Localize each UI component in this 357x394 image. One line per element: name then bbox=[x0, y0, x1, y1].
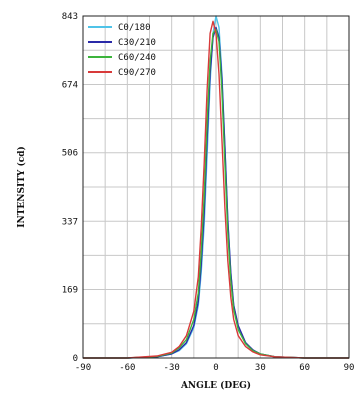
y-axis-label: INTENSITY (cd) bbox=[16, 146, 27, 227]
x-tick-label: -90 bbox=[75, 363, 91, 373]
x-tick-label: 90 bbox=[344, 363, 355, 373]
plot-frame bbox=[82, 15, 350, 359]
legend-label: C90/270 bbox=[118, 68, 156, 78]
x-tick-labels: -90 -60 -30 0 30 60 90 bbox=[75, 363, 355, 373]
legend-label: C0/180 bbox=[118, 23, 151, 33]
x-tick-label: 0 bbox=[213, 363, 218, 373]
x-tick-label: -30 bbox=[164, 363, 180, 373]
x-axis-label: ANGLE (DEG) bbox=[180, 380, 251, 391]
y-tick-label: 843 bbox=[62, 12, 78, 22]
y-tick-label: 169 bbox=[62, 285, 78, 295]
legend: C0/180 C30/210 C60/240 C90/270 bbox=[88, 23, 156, 78]
x-tick-label: 30 bbox=[255, 363, 266, 373]
y-tick-label: 337 bbox=[62, 217, 78, 227]
x-tick-label: 60 bbox=[299, 363, 310, 373]
x-tick-label: -60 bbox=[119, 363, 135, 373]
series-line-c60-240 bbox=[83, 28, 349, 359]
y-tick-label: 674 bbox=[62, 81, 78, 91]
legend-label: C30/210 bbox=[118, 38, 156, 48]
y-tick-labels: 0 169 337 506 674 843 bbox=[62, 12, 78, 364]
y-tick-label: 0 bbox=[73, 354, 78, 364]
grid bbox=[82, 15, 350, 359]
legend-label: C60/240 bbox=[118, 53, 156, 63]
y-tick-label: 506 bbox=[62, 149, 78, 159]
series-line-c90-270 bbox=[83, 20, 349, 359]
